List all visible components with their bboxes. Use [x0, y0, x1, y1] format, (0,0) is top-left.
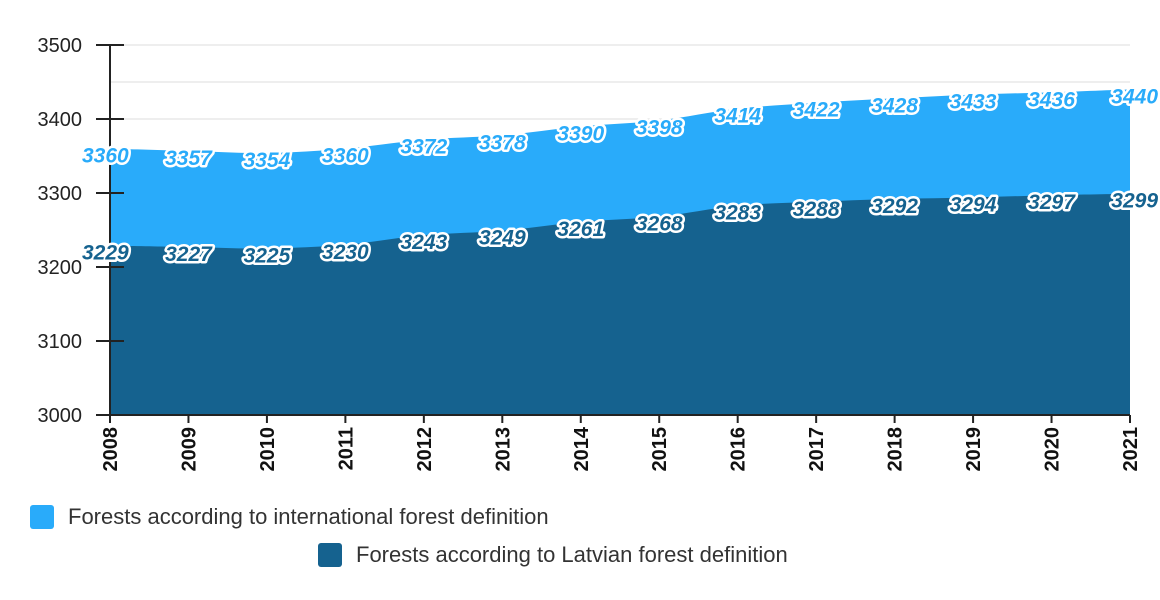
x-tick-label: 2015 — [649, 427, 671, 472]
data-label-forests-according-to-international-forest-definition: 3398 — [636, 116, 683, 139]
x-tick-label: 2011 — [335, 427, 357, 470]
y-tick-label: 3000 — [38, 405, 83, 427]
data-label-forests-according-to-latvian-forest-definition: 3261 — [557, 218, 604, 241]
legend-label-international: Forests according to international fores… — [68, 504, 549, 529]
legend-swatch-latvian — [318, 543, 342, 567]
y-tick-label: 3100 — [38, 331, 83, 353]
y-tick-label: 3200 — [38, 257, 83, 279]
x-tick-label: 2010 — [257, 427, 279, 472]
data-label-forests-according-to-international-forest-definition: 3354 — [244, 149, 291, 172]
data-label-forests-according-to-latvian-forest-definition: 3225 — [244, 245, 291, 268]
x-tick-label: 2013 — [492, 427, 514, 472]
legend-item-latvian[interactable]: Forests according to Latvian forest defi… — [318, 542, 788, 568]
y-tick-label: 3300 — [38, 183, 83, 205]
data-label-forests-according-to-latvian-forest-definition: 3297 — [1028, 191, 1076, 214]
data-label-forests-according-to-latvian-forest-definition: 3268 — [636, 213, 683, 236]
legend-swatch-international — [30, 505, 54, 529]
data-labels: 3360 3357 3354 3360 3372 3378 3390 3398 3414 3422… — [80, 83, 1160, 270]
legend-item-international[interactable]: Forests according to international fores… — [30, 504, 549, 530]
data-label-forests-according-to-latvian-forest-definition: 3243 — [400, 231, 447, 254]
data-label-forests-according-to-latvian-forest-definition: 3292 — [871, 195, 918, 218]
data-label-forests-according-to-latvian-forest-definition: 3227 — [165, 243, 213, 266]
x-tick-label: 2012 — [414, 427, 436, 472]
area-forests-according-to-latvian-forest-definition — [110, 193, 1130, 415]
y-tick-label: 3400 — [38, 109, 83, 131]
data-label-forests-according-to-international-forest-definition: 3360 — [82, 145, 129, 168]
data-label-forests-according-to-international-forest-definition: 3440 — [1111, 85, 1158, 108]
data-label-forests-according-to-international-forest-definition: 3433 — [950, 91, 997, 114]
x-tick-label: 2021 — [1120, 427, 1142, 472]
data-label-forests-according-to-international-forest-definition: 3436 — [1028, 88, 1075, 111]
data-label-forests-according-to-latvian-forest-definition: 3299 — [1111, 190, 1158, 213]
data-label-forests-according-to-latvian-forest-definition: 3229 — [82, 242, 129, 265]
x-axis-ticks: 2008 2009 2010 2011 2012 2013 2014 2015 2016 2017… — [100, 415, 1142, 472]
area-series — [110, 89, 1130, 416]
data-label-forests-according-to-international-forest-definition: 3357 — [165, 147, 213, 170]
x-tick-label: 2018 — [885, 427, 907, 472]
data-label-forests-according-to-international-forest-definition: 3372 — [400, 136, 447, 159]
data-label-forests-according-to-latvian-forest-definition: 3249 — [479, 227, 526, 250]
x-tick-label: 2016 — [728, 427, 750, 472]
data-label-forests-according-to-international-forest-definition: 3378 — [479, 131, 526, 154]
y-tick-label: 3500 — [38, 35, 83, 57]
axes — [96, 45, 1130, 416]
x-tick-label: 2008 — [100, 427, 122, 472]
data-label-forests-according-to-international-forest-definition: 3360 — [322, 145, 369, 168]
x-tick-label: 2009 — [178, 427, 200, 472]
data-label-forests-according-to-latvian-forest-definition: 3294 — [950, 193, 997, 216]
data-label-forests-according-to-latvian-forest-definition: 3288 — [793, 198, 840, 221]
data-label-forests-according-to-international-forest-definition: 3390 — [557, 122, 604, 145]
data-label-forests-according-to-international-forest-definition: 3422 — [793, 99, 840, 122]
x-tick-label: 2017 — [806, 427, 828, 472]
legend-label-latvian: Forests according to Latvian forest defi… — [356, 542, 788, 567]
data-label-forests-according-to-latvian-forest-definition: 3230 — [322, 241, 369, 264]
x-tick-label: 2019 — [963, 427, 985, 472]
y-axis-ticks: 3000 3100 3200 3300 3400 3500 — [38, 35, 124, 427]
data-label-forests-according-to-latvian-forest-definition: 3283 — [714, 202, 761, 225]
x-tick-label: 2014 — [571, 426, 593, 471]
data-label-forests-according-to-international-forest-definition: 3428 — [871, 94, 918, 117]
data-label-forests-according-to-international-forest-definition: 3414 — [714, 105, 761, 128]
x-tick-label: 2020 — [1042, 427, 1064, 472]
